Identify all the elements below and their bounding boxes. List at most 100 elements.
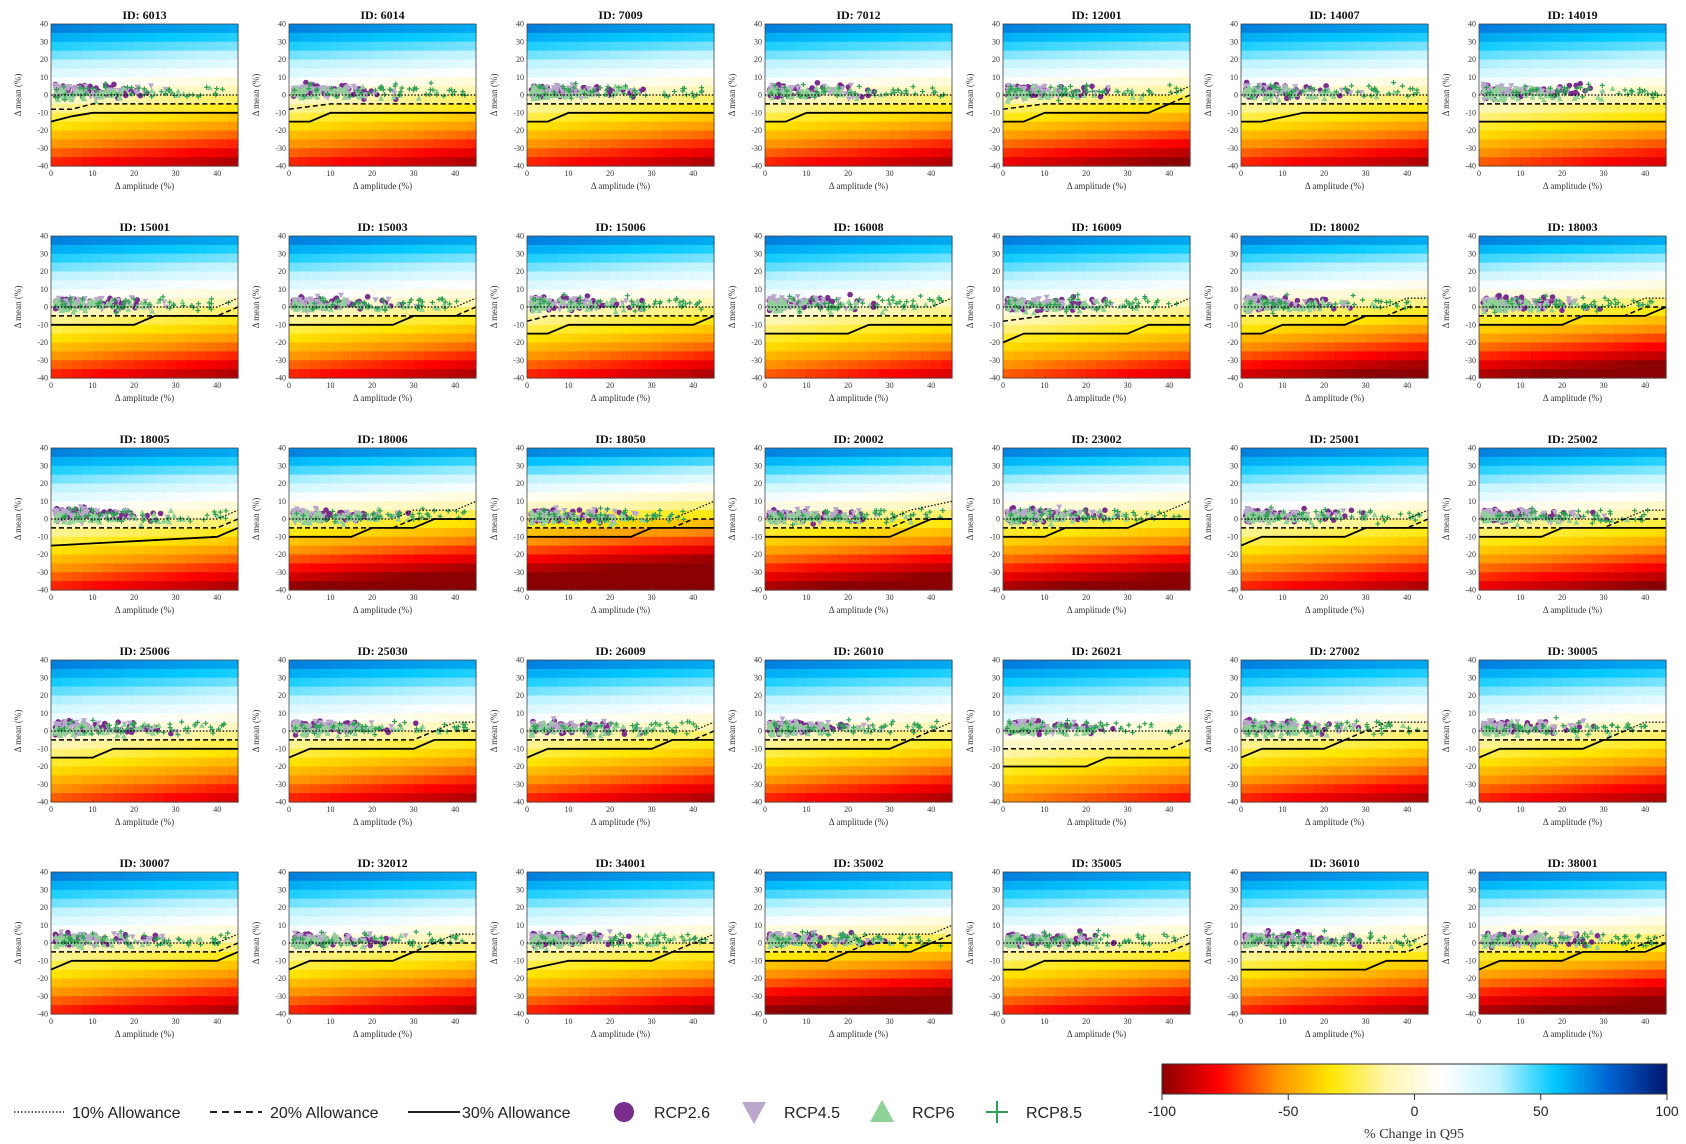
- heatmap-cell: [641, 50, 653, 61]
- heatmap-cell: [703, 41, 715, 52]
- heatmap-cell: [424, 130, 436, 140]
- heatmap-cell: [662, 50, 674, 61]
- heatmap-cell: [682, 139, 694, 149]
- heatmap-cell: [599, 130, 611, 140]
- heatmap-cell: [693, 298, 705, 308]
- heatmap-cell: [123, 68, 135, 78]
- heatmap-cell: [309, 369, 321, 379]
- heatmap-cell: [289, 103, 300, 114]
- heatmap-cell: [693, 130, 705, 140]
- heatmap-cell: [785, 148, 797, 158]
- heatmap-cell: [1065, 121, 1077, 132]
- heatmap-cell: [1034, 32, 1046, 43]
- heatmap-cell: [610, 139, 622, 149]
- heatmap-cell: [693, 59, 705, 69]
- heatmap-cell: [1603, 121, 1615, 132]
- heatmap-cell: [1614, 148, 1626, 158]
- heatmap-cell: [165, 236, 177, 246]
- heatmap-cell: [413, 24, 425, 34]
- heatmap-cell: [547, 244, 559, 255]
- heatmap-cell: [92, 244, 104, 255]
- heatmap-cell: [1138, 59, 1150, 69]
- y-tick-label: -20: [275, 126, 286, 135]
- heatmap-cell: [165, 324, 177, 335]
- heatmap-cell: [1562, 148, 1574, 158]
- heatmap-cell: [320, 59, 332, 69]
- heatmap-cell: [558, 157, 570, 167]
- heatmap-cell: [320, 271, 332, 281]
- heatmap-cell: [879, 148, 891, 158]
- heatmap-cell: [113, 244, 125, 255]
- heatmap-cell: [1158, 112, 1170, 123]
- heatmap-cell: [547, 50, 559, 61]
- heatmap-cell: [382, 50, 394, 61]
- heatmap-cell: [1489, 24, 1501, 34]
- heatmap-cell: [175, 157, 187, 167]
- heatmap-cell: [330, 271, 342, 281]
- heatmap-cell: [289, 77, 300, 87]
- point-rcp85: [81, 86, 86, 92]
- heatmap-cell: [196, 59, 208, 69]
- heatmap-cell: [1313, 68, 1325, 78]
- heatmap-cell: [1013, 68, 1025, 78]
- heatmap-cell: [941, 112, 953, 123]
- heatmap-cell: [61, 41, 73, 52]
- heatmap-cell: [61, 253, 73, 264]
- y-tick-label: -20: [275, 338, 286, 347]
- heatmap-cell: [403, 139, 415, 149]
- heatmap-cell: [340, 157, 352, 167]
- heatmap-cell: [320, 148, 332, 158]
- heatmap-cell: [1582, 68, 1594, 78]
- heatmap-cell: [206, 32, 218, 43]
- heatmap-cell: [92, 324, 104, 335]
- heatmap-cell: [299, 369, 311, 379]
- heatmap-cell: [299, 157, 311, 167]
- point-rcp6: [52, 90, 59, 96]
- heatmap-cell: [1303, 130, 1315, 140]
- heatmap-cell: [1572, 121, 1584, 132]
- heatmap-cell: [1158, 32, 1170, 43]
- heatmap-cell: [1148, 139, 1160, 149]
- heatmap-cell: [444, 157, 456, 167]
- heatmap-cell: [61, 342, 73, 352]
- heatmap-cell: [299, 148, 311, 158]
- heatmap-cell: [1261, 41, 1273, 52]
- heatmap-cell: [547, 271, 559, 281]
- x-tick-label: 30: [410, 381, 418, 390]
- heatmap-cell: [186, 289, 198, 299]
- heatmap-cell: [320, 244, 332, 255]
- y-tick-label: -10: [989, 108, 1000, 117]
- heatmap-cell: [1086, 157, 1098, 167]
- point-rcp85: [69, 91, 75, 97]
- heatmap-cell: [900, 139, 912, 149]
- heatmap-cell: [920, 139, 932, 149]
- heatmap-cell: [196, 333, 208, 344]
- heatmap-cell: [1272, 68, 1284, 78]
- heatmap-cell: [299, 244, 311, 255]
- heatmap-cell: [1582, 50, 1594, 61]
- heatmap-cell: [382, 24, 394, 34]
- heatmap-cell: [920, 148, 932, 158]
- heatmap-cell: [320, 95, 332, 105]
- heatmap-cell: [796, 157, 808, 167]
- heatmap-cell: [703, 280, 715, 290]
- heatmap-cell: [82, 139, 94, 149]
- heatmap-cell: [620, 262, 632, 273]
- heatmap-cell: [465, 298, 477, 308]
- heatmap-cell: [1655, 157, 1667, 167]
- heatmap-cell: [340, 121, 352, 132]
- heatmap-cell: [299, 59, 311, 69]
- heatmap-cell: [206, 103, 218, 114]
- heatmap-cell: [413, 342, 425, 352]
- heatmap-cell: [92, 41, 104, 52]
- heatmap-cell: [175, 244, 187, 255]
- heatmap-cell: [837, 157, 849, 167]
- heatmap-cell: [1510, 68, 1522, 78]
- heatmap-cell: [1562, 121, 1574, 132]
- heatmap-cell: [1003, 68, 1014, 78]
- heatmap-cell: [186, 369, 198, 379]
- heatmap-cell: [144, 50, 156, 61]
- heatmap-cell: [1127, 139, 1139, 149]
- heatmap-cell: [1292, 59, 1304, 69]
